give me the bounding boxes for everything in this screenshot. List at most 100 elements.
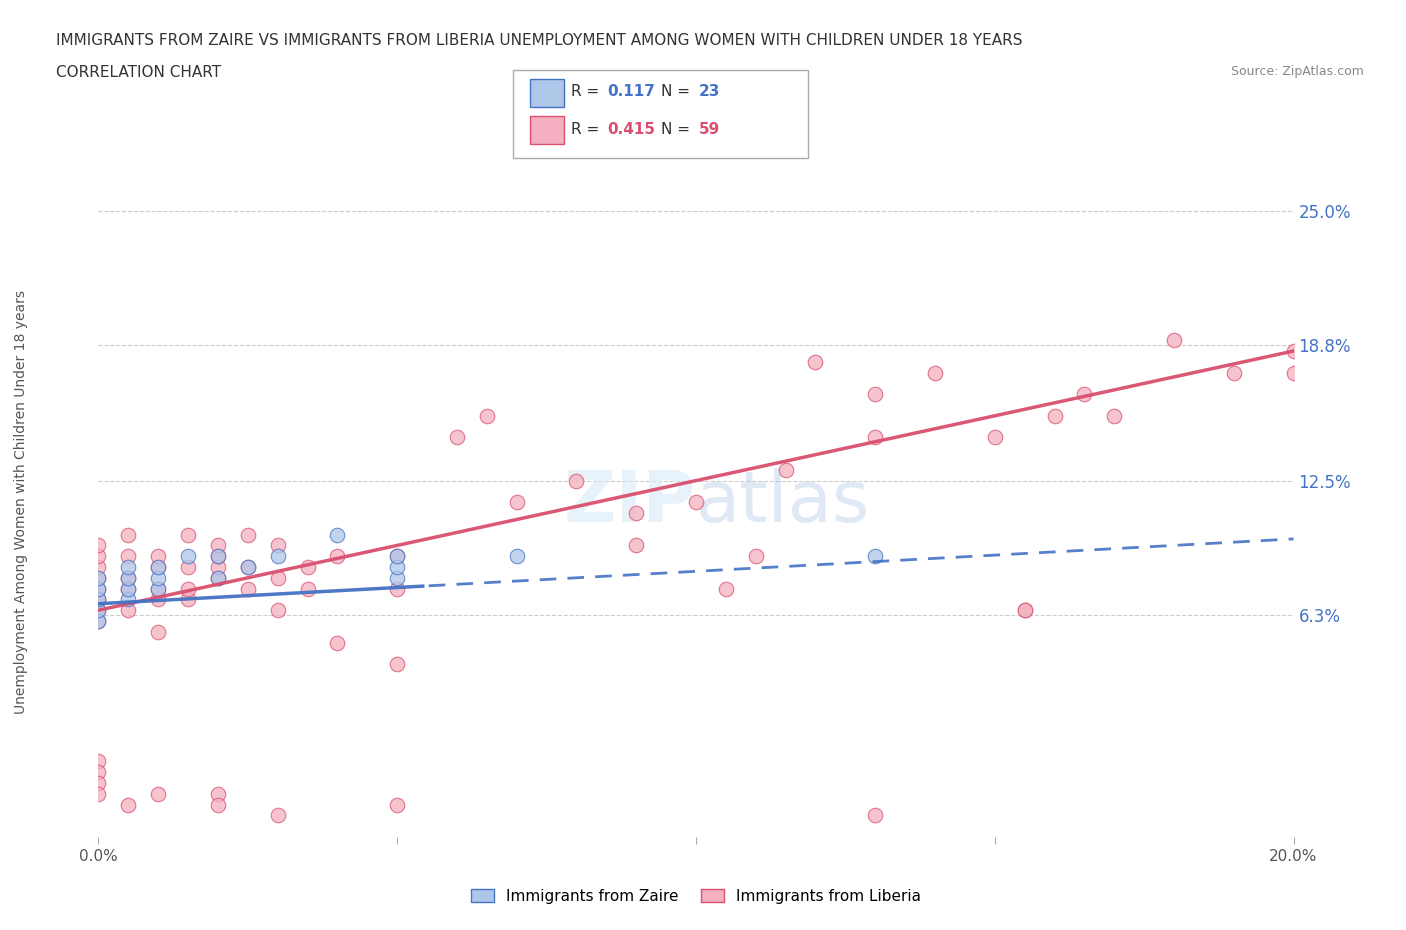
Point xyxy=(385,570,409,585)
Point xyxy=(207,570,229,585)
Point xyxy=(87,592,110,607)
Point xyxy=(924,365,946,380)
Text: atlas: atlas xyxy=(696,468,870,537)
Point xyxy=(297,581,319,596)
Point xyxy=(87,592,110,607)
Point xyxy=(207,538,229,552)
Point xyxy=(177,549,200,564)
Text: Source: ZipAtlas.com: Source: ZipAtlas.com xyxy=(1230,65,1364,78)
Point xyxy=(177,592,200,607)
Point xyxy=(87,570,110,585)
Point xyxy=(236,527,259,542)
Point xyxy=(148,581,170,596)
Point xyxy=(87,603,110,618)
Point xyxy=(1014,603,1036,618)
Point xyxy=(565,473,588,488)
Point xyxy=(87,754,110,769)
Point xyxy=(385,549,409,564)
Point xyxy=(326,635,349,650)
Point xyxy=(865,808,887,823)
Point xyxy=(87,787,110,802)
Point xyxy=(117,560,139,575)
Point xyxy=(1282,365,1305,380)
Point xyxy=(267,603,290,618)
Point xyxy=(117,527,139,542)
Point xyxy=(148,549,170,564)
Point xyxy=(385,581,409,596)
Point xyxy=(87,614,110,629)
Point xyxy=(236,560,259,575)
Point xyxy=(87,764,110,779)
Point xyxy=(984,430,1007,445)
Point xyxy=(626,506,648,521)
Point xyxy=(117,570,139,585)
Point xyxy=(745,549,768,564)
Text: 0.117: 0.117 xyxy=(607,85,655,100)
Point xyxy=(87,776,110,790)
Point xyxy=(1073,387,1095,402)
Point xyxy=(385,549,409,564)
Point xyxy=(865,430,887,445)
Legend: Immigrants from Zaire, Immigrants from Liberia: Immigrants from Zaire, Immigrants from L… xyxy=(464,883,928,910)
Point xyxy=(446,430,468,445)
Point xyxy=(87,603,110,618)
Point xyxy=(714,581,737,596)
Point xyxy=(1282,343,1305,358)
Point xyxy=(87,614,110,629)
Point xyxy=(148,570,170,585)
Point xyxy=(117,581,139,596)
Text: R =: R = xyxy=(571,85,605,100)
Point xyxy=(506,549,529,564)
Point xyxy=(1223,365,1246,380)
Point xyxy=(207,549,229,564)
Point xyxy=(87,549,110,564)
Point xyxy=(117,581,139,596)
Text: 23: 23 xyxy=(699,85,720,100)
Point xyxy=(775,462,797,477)
Point xyxy=(267,549,290,564)
Point xyxy=(87,570,110,585)
Point xyxy=(326,527,349,542)
Point xyxy=(475,408,498,423)
Point xyxy=(865,549,887,564)
Point xyxy=(117,603,139,618)
Point xyxy=(626,538,648,552)
Point xyxy=(385,560,409,575)
Point xyxy=(177,560,200,575)
Point xyxy=(385,657,409,671)
Point xyxy=(117,570,139,585)
Point xyxy=(236,581,259,596)
Point xyxy=(207,797,229,812)
Point xyxy=(177,527,200,542)
Point xyxy=(207,787,229,802)
Point xyxy=(148,787,170,802)
Point xyxy=(865,387,887,402)
Point xyxy=(148,560,170,575)
Point xyxy=(506,495,529,510)
Point xyxy=(148,581,170,596)
Point xyxy=(685,495,707,510)
Text: N =: N = xyxy=(661,85,695,100)
Point xyxy=(804,354,827,369)
Text: 59: 59 xyxy=(699,122,720,137)
Point xyxy=(117,592,139,607)
Text: ZIP: ZIP xyxy=(564,468,696,537)
Point xyxy=(267,538,290,552)
Point xyxy=(207,549,229,564)
Text: Unemployment Among Women with Children Under 18 years: Unemployment Among Women with Children U… xyxy=(14,290,28,714)
Point xyxy=(177,581,200,596)
Point xyxy=(117,797,139,812)
Point xyxy=(87,538,110,552)
Point xyxy=(87,560,110,575)
Point xyxy=(148,560,170,575)
Point xyxy=(148,624,170,639)
Text: IMMIGRANTS FROM ZAIRE VS IMMIGRANTS FROM LIBERIA UNEMPLOYMENT AMONG WOMEN WITH C: IMMIGRANTS FROM ZAIRE VS IMMIGRANTS FROM… xyxy=(56,33,1022,47)
Text: CORRELATION CHART: CORRELATION CHART xyxy=(56,65,221,80)
Text: N =: N = xyxy=(661,122,695,137)
Point xyxy=(236,560,259,575)
Point xyxy=(267,808,290,823)
Point xyxy=(1163,333,1185,348)
Point xyxy=(1014,603,1036,618)
Point xyxy=(326,549,349,564)
Point xyxy=(297,560,319,575)
